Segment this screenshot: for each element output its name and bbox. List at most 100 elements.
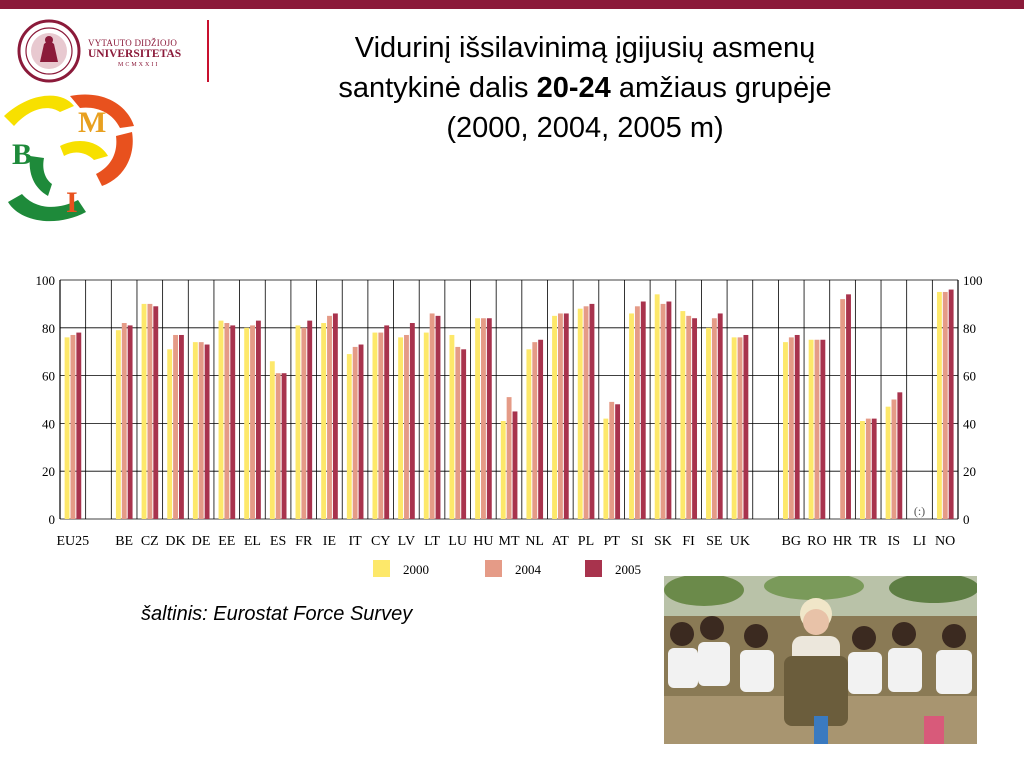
legend-swatch-2005 xyxy=(585,560,602,577)
bar-se-2000 xyxy=(706,327,711,519)
university-logo xyxy=(14,18,214,84)
y-tick-label-left: 60 xyxy=(42,369,55,384)
bar-el-2005 xyxy=(255,320,261,519)
x-tick-label: EL xyxy=(244,534,261,549)
bar-de-2004 xyxy=(198,342,204,519)
bar-at-2004 xyxy=(557,313,563,519)
y-tick-label-left: 0 xyxy=(49,512,56,527)
bar-es-2000 xyxy=(269,361,275,519)
y-tick-label-left: 20 xyxy=(42,464,55,479)
bar-lu-2005 xyxy=(461,349,467,519)
bar-be-2004 xyxy=(121,323,127,519)
x-tick-label: LU xyxy=(448,534,467,549)
x-tick-label: EE xyxy=(218,534,235,549)
bar-el-2004 xyxy=(250,325,255,519)
bar-pt-2004 xyxy=(609,401,615,519)
bar-nl-2005 xyxy=(538,339,544,519)
title-age-group: 20-24 xyxy=(536,72,611,104)
bar-eu25-2000 xyxy=(64,337,70,519)
bar-uk-2000 xyxy=(731,337,737,519)
university-year: MCMXXII xyxy=(118,62,160,68)
x-tick-label: EU25 xyxy=(56,534,89,549)
bar-lv-2000 xyxy=(398,337,404,519)
bar-se-2004 xyxy=(711,318,717,519)
bar-cz-2005 xyxy=(153,306,159,519)
bar-eu25-2004 xyxy=(70,334,76,519)
bar-it-2005 xyxy=(358,344,364,519)
x-tick-label: IS xyxy=(888,534,900,549)
source-note: šaltinis: Eurostat Force Survey xyxy=(141,603,413,625)
bar-lt-2004 xyxy=(429,313,435,519)
x-tick-label: DK xyxy=(165,534,185,549)
bar-ro-2005 xyxy=(820,339,826,519)
bar-sk-2004 xyxy=(660,303,666,519)
x-tick-label: BE xyxy=(115,534,133,549)
bar-es-2005 xyxy=(281,373,287,519)
x-tick-label: SK xyxy=(654,534,672,549)
bar-ie-2000 xyxy=(321,323,327,519)
bar-el-2000 xyxy=(244,327,250,519)
x-tick-label: HR xyxy=(833,534,853,549)
bar-lv-2005 xyxy=(409,323,415,519)
bar-be-2000 xyxy=(115,330,121,519)
bar-ro-2004 xyxy=(814,339,820,519)
y-tick-label-left: 80 xyxy=(42,321,55,336)
university-name-line1: VYTAUTO DIDŽIOJO xyxy=(88,38,178,48)
bar-ro-2000 xyxy=(808,339,814,519)
bar-ee-2004 xyxy=(224,323,230,519)
bar-lt-2005 xyxy=(435,315,441,519)
bar-dk-2000 xyxy=(167,349,173,519)
x-tick-label: TR xyxy=(859,534,878,549)
bar-tr-2004 xyxy=(865,418,871,519)
y-tick-label-left: 40 xyxy=(42,416,55,431)
x-tick-label: HU xyxy=(473,534,493,549)
university-name-line2: UNIVERSITETAS xyxy=(88,48,182,60)
bar-si-2004 xyxy=(634,306,640,519)
bar-ee-2005 xyxy=(230,325,236,519)
y-tick-label-right: 20 xyxy=(963,464,976,479)
x-tick-label: FR xyxy=(295,534,313,549)
bar-bg-2004 xyxy=(788,337,794,519)
y-tick-label-right: 40 xyxy=(963,416,976,431)
bar-dk-2004 xyxy=(173,334,178,519)
y-tick-label-right: 60 xyxy=(963,369,976,384)
bar-is-2004 xyxy=(891,399,897,519)
bar-ie-2005 xyxy=(332,313,338,519)
bar-nl-2004 xyxy=(532,342,538,519)
x-tick-label: DE xyxy=(192,534,211,549)
x-tick-label: BG xyxy=(782,534,801,549)
bar-dk-2005 xyxy=(178,334,184,519)
bar-hr-2005 xyxy=(846,294,851,519)
bmi-letter-b: B xyxy=(12,138,32,171)
title-line2-post: amžiaus grupėje xyxy=(610,72,832,104)
bar-be-2005 xyxy=(127,325,133,519)
bar-tr-2000 xyxy=(859,421,865,519)
y-tick-label-right: 100 xyxy=(963,273,983,288)
bar-lv-2004 xyxy=(404,334,409,519)
bar-cz-2004 xyxy=(147,303,153,519)
bar-mt-2004 xyxy=(506,397,512,519)
top-accent-bar xyxy=(0,0,1024,9)
y-tick-label-right: 80 xyxy=(963,321,976,336)
bar-ee-2000 xyxy=(218,320,224,519)
bar-no-2004 xyxy=(942,291,948,519)
bar-hu-2004 xyxy=(481,318,486,519)
bar-bg-2000 xyxy=(783,342,788,519)
x-tick-label: LV xyxy=(398,534,415,549)
bar-it-2004 xyxy=(352,346,358,519)
bar-at-2000 xyxy=(552,315,557,519)
legend-label-2005: 2005 xyxy=(615,562,641,577)
bar-fi-2000 xyxy=(680,311,686,519)
bar-lu-2000 xyxy=(449,334,455,519)
x-tick-label: PT xyxy=(603,534,620,549)
title-line2: santykinė dalis 20-24 amžiaus grupėje xyxy=(240,68,930,108)
annotation-missing-data: (:) xyxy=(914,504,925,518)
bar-fi-2004 xyxy=(686,315,692,519)
bar-no-2000 xyxy=(936,291,942,519)
x-tick-label: FI xyxy=(682,534,695,549)
x-tick-label: CY xyxy=(371,534,390,549)
x-tick-label: LI xyxy=(913,534,927,549)
bar-mt-2005 xyxy=(512,411,518,519)
y-tick-label-left: 100 xyxy=(36,273,56,288)
bar-mt-2000 xyxy=(500,421,506,519)
